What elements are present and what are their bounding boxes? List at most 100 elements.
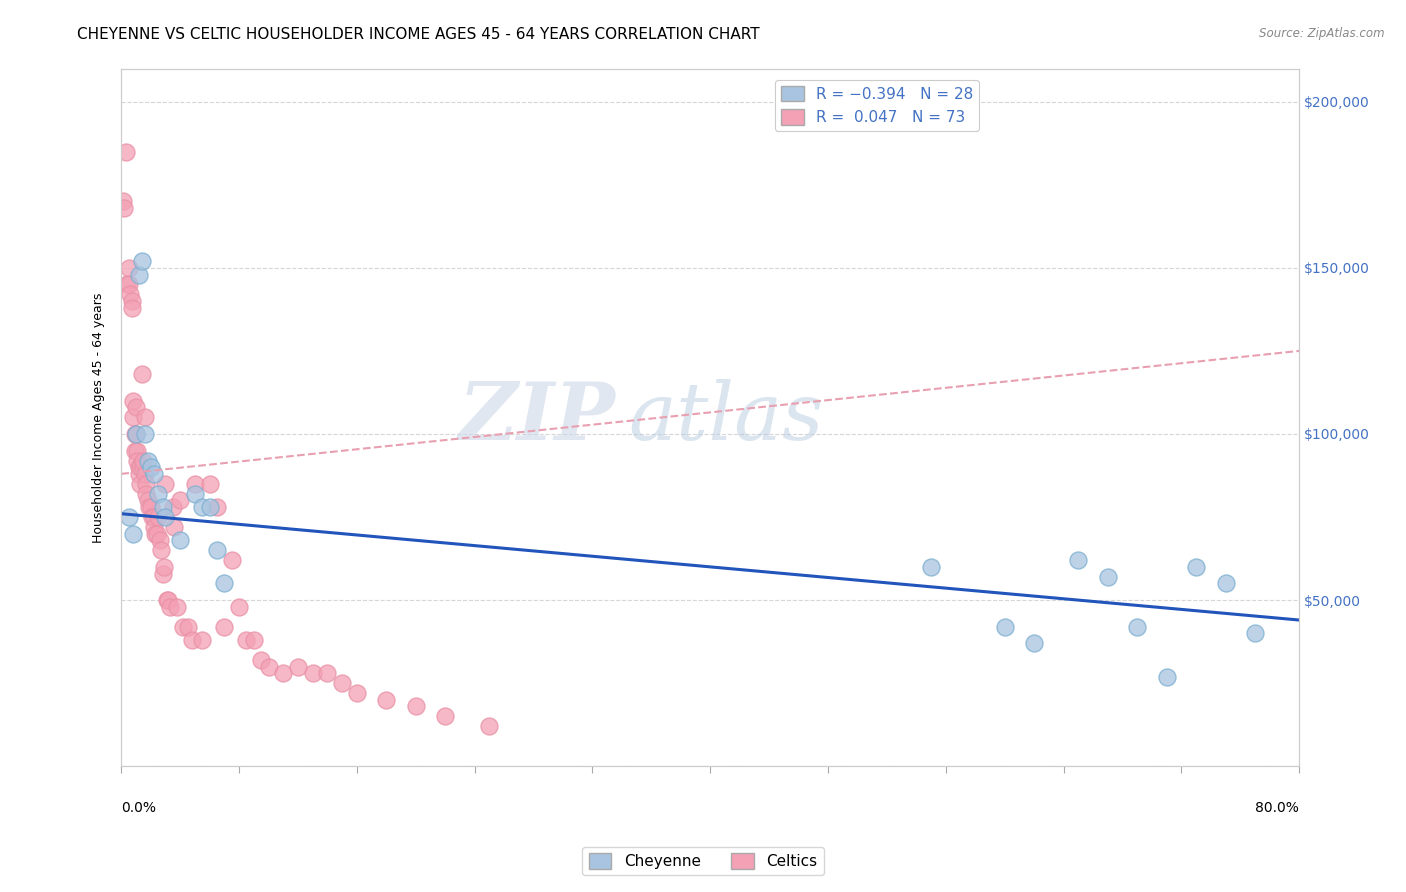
Point [184,487,207,501]
Point [228,599,250,614]
Point [191,500,214,514]
Point [118,277,141,292]
Point [184,476,207,491]
Point [155,510,177,524]
Point [111,194,134,209]
Point [163,520,186,534]
Point [142,520,165,534]
Point [122,526,145,541]
Text: 0.0%: 0.0% [121,801,156,815]
Point [181,632,204,647]
Point [129,460,152,475]
Point [1185,560,1208,574]
Point [205,500,228,514]
Point [118,510,141,524]
Point [434,709,457,723]
Legend: Cheyenne, Celtics: Cheyenne, Celtics [582,847,824,875]
Text: atlas: atlas [628,378,823,456]
Point [136,493,159,508]
Point [138,500,160,514]
Point [143,526,166,541]
Point [162,500,184,514]
Point [142,510,165,524]
Point [132,460,155,475]
Point [214,576,236,591]
Legend: R = −0.394   N = 28, R =  0.047   N = 73: R = −0.394 N = 28, R = 0.047 N = 73 [775,79,980,131]
Point [152,500,174,514]
Point [150,543,173,558]
Point [149,533,172,548]
Point [146,510,169,524]
Point [129,476,152,491]
Point [134,410,156,425]
Point [205,543,228,558]
Point [122,393,145,408]
Point [145,526,167,541]
Point [125,427,148,442]
Point [1024,636,1046,650]
Point [134,427,156,442]
Point [1244,626,1267,640]
Point [134,467,156,481]
Point [142,467,165,481]
Point [135,476,157,491]
Point [176,620,198,634]
Point [271,666,294,681]
Text: CHEYENNE VS CELTIC HOUSEHOLDER INCOME AGES 45 - 64 YEARS CORRELATION CHART: CHEYENNE VS CELTIC HOUSEHOLDER INCOME AG… [77,27,761,42]
Point [127,453,149,467]
Point [330,676,353,690]
Point [1126,620,1149,634]
Point [121,294,143,309]
Point [1067,553,1090,567]
Point [112,201,135,215]
Point [128,467,150,481]
Point [198,476,221,491]
Point [159,599,181,614]
Point [920,560,942,574]
Text: Source: ZipAtlas.com: Source: ZipAtlas.com [1260,27,1385,40]
Point [375,692,398,706]
Point [139,500,162,514]
Point [156,593,179,607]
Point [136,453,159,467]
Point [118,260,141,275]
Point [346,686,368,700]
Point [166,599,188,614]
Point [124,427,146,442]
Point [155,476,177,491]
Point [122,410,145,425]
Point [128,460,150,475]
Point [127,443,149,458]
Point [128,268,150,282]
Point [214,620,236,634]
Point [141,510,163,524]
Point [1156,669,1178,683]
Text: ZIP: ZIP [460,378,616,456]
Point [1097,570,1119,584]
Point [301,666,323,681]
Point [114,145,136,159]
Point [243,632,266,647]
Point [124,443,146,458]
Point [172,620,194,634]
Point [250,653,273,667]
Point [131,367,153,381]
Point [235,632,257,647]
Point [316,666,339,681]
Point [139,460,162,475]
Point [132,453,155,467]
Point [257,659,280,673]
Point [478,719,501,733]
Point [152,566,174,581]
Point [125,401,148,415]
Point [121,301,143,315]
Point [221,553,243,567]
Point [191,632,214,647]
Point [115,277,138,292]
Point [135,487,157,501]
Point [198,500,221,514]
Point [146,487,169,501]
Point [169,493,191,508]
Point [131,254,153,268]
Point [405,699,427,714]
